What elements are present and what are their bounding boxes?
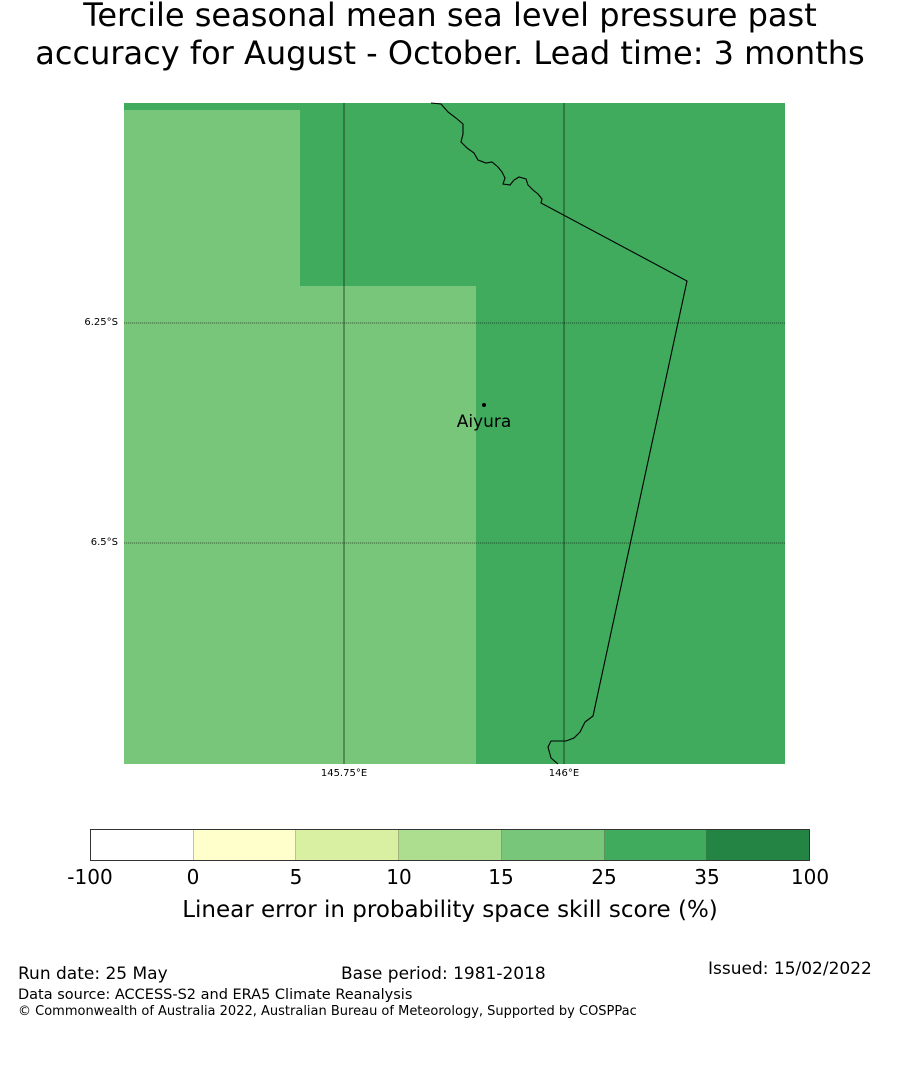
colorbar-tick-2: 5 (289, 865, 303, 889)
colorbar-tick-7: 100 (790, 865, 830, 889)
colorbar-segment-5-10 (296, 830, 400, 860)
colorbar-segment-25-35 (604, 830, 708, 860)
run-date: Run date: 25 May (18, 964, 168, 984)
colorbar-segment-35-100 (707, 830, 810, 860)
colorbar-tick-4: 15 (488, 865, 514, 889)
title-line-1: Tercile seasonal mean sea level pressure… (83, 0, 817, 34)
province-boundary (430, 102, 688, 765)
colorbar-segment-10-15 (399, 830, 502, 860)
aiyura-label: Aiyura (456, 412, 512, 432)
issued-date: Issued: 15/02/2022 (708, 959, 872, 979)
colorbar-label: Linear error in probability space skill … (182, 897, 718, 923)
lat-tick-label-6-5: 6.5°S (90, 537, 118, 548)
colorbar (90, 829, 810, 861)
chart-title: Tercile seasonal mean sea level pressure… (0, 0, 900, 72)
skill-map (124, 102, 785, 765)
colorbar-tick-6: 35 (694, 865, 720, 889)
skill-cell-west-lower (124, 286, 476, 764)
aiyura-marker (482, 403, 486, 407)
colorbar-tick-3: 10 (386, 865, 412, 889)
data-source: Data source: ACCESS-S2 and ERA5 Climate … (18, 987, 413, 1003)
lon-tick-label-146: 146°E (548, 768, 580, 779)
colorbar-tick-1: 0 (186, 865, 200, 889)
skill-cell-west-upper (124, 110, 300, 286)
colorbar-tick-0: -100 (67, 865, 113, 889)
colorbar-segment-15-25 (501, 830, 605, 860)
copyright: © Commonwealth of Australia 2022, Austra… (18, 1004, 637, 1019)
lat-tick-label-6-25: 6.25°S (84, 317, 118, 328)
colorbar-segment-0-5 (193, 830, 297, 860)
base-period: Base period: 1981-2018 (341, 964, 546, 984)
colorbar-segment-neg100-0 (91, 830, 194, 860)
title-line-2: accuracy for August - October. Lead time… (35, 34, 865, 72)
colorbar-tick-5: 25 (591, 865, 617, 889)
lon-tick-label-145-75: 145.75°E (320, 768, 368, 779)
